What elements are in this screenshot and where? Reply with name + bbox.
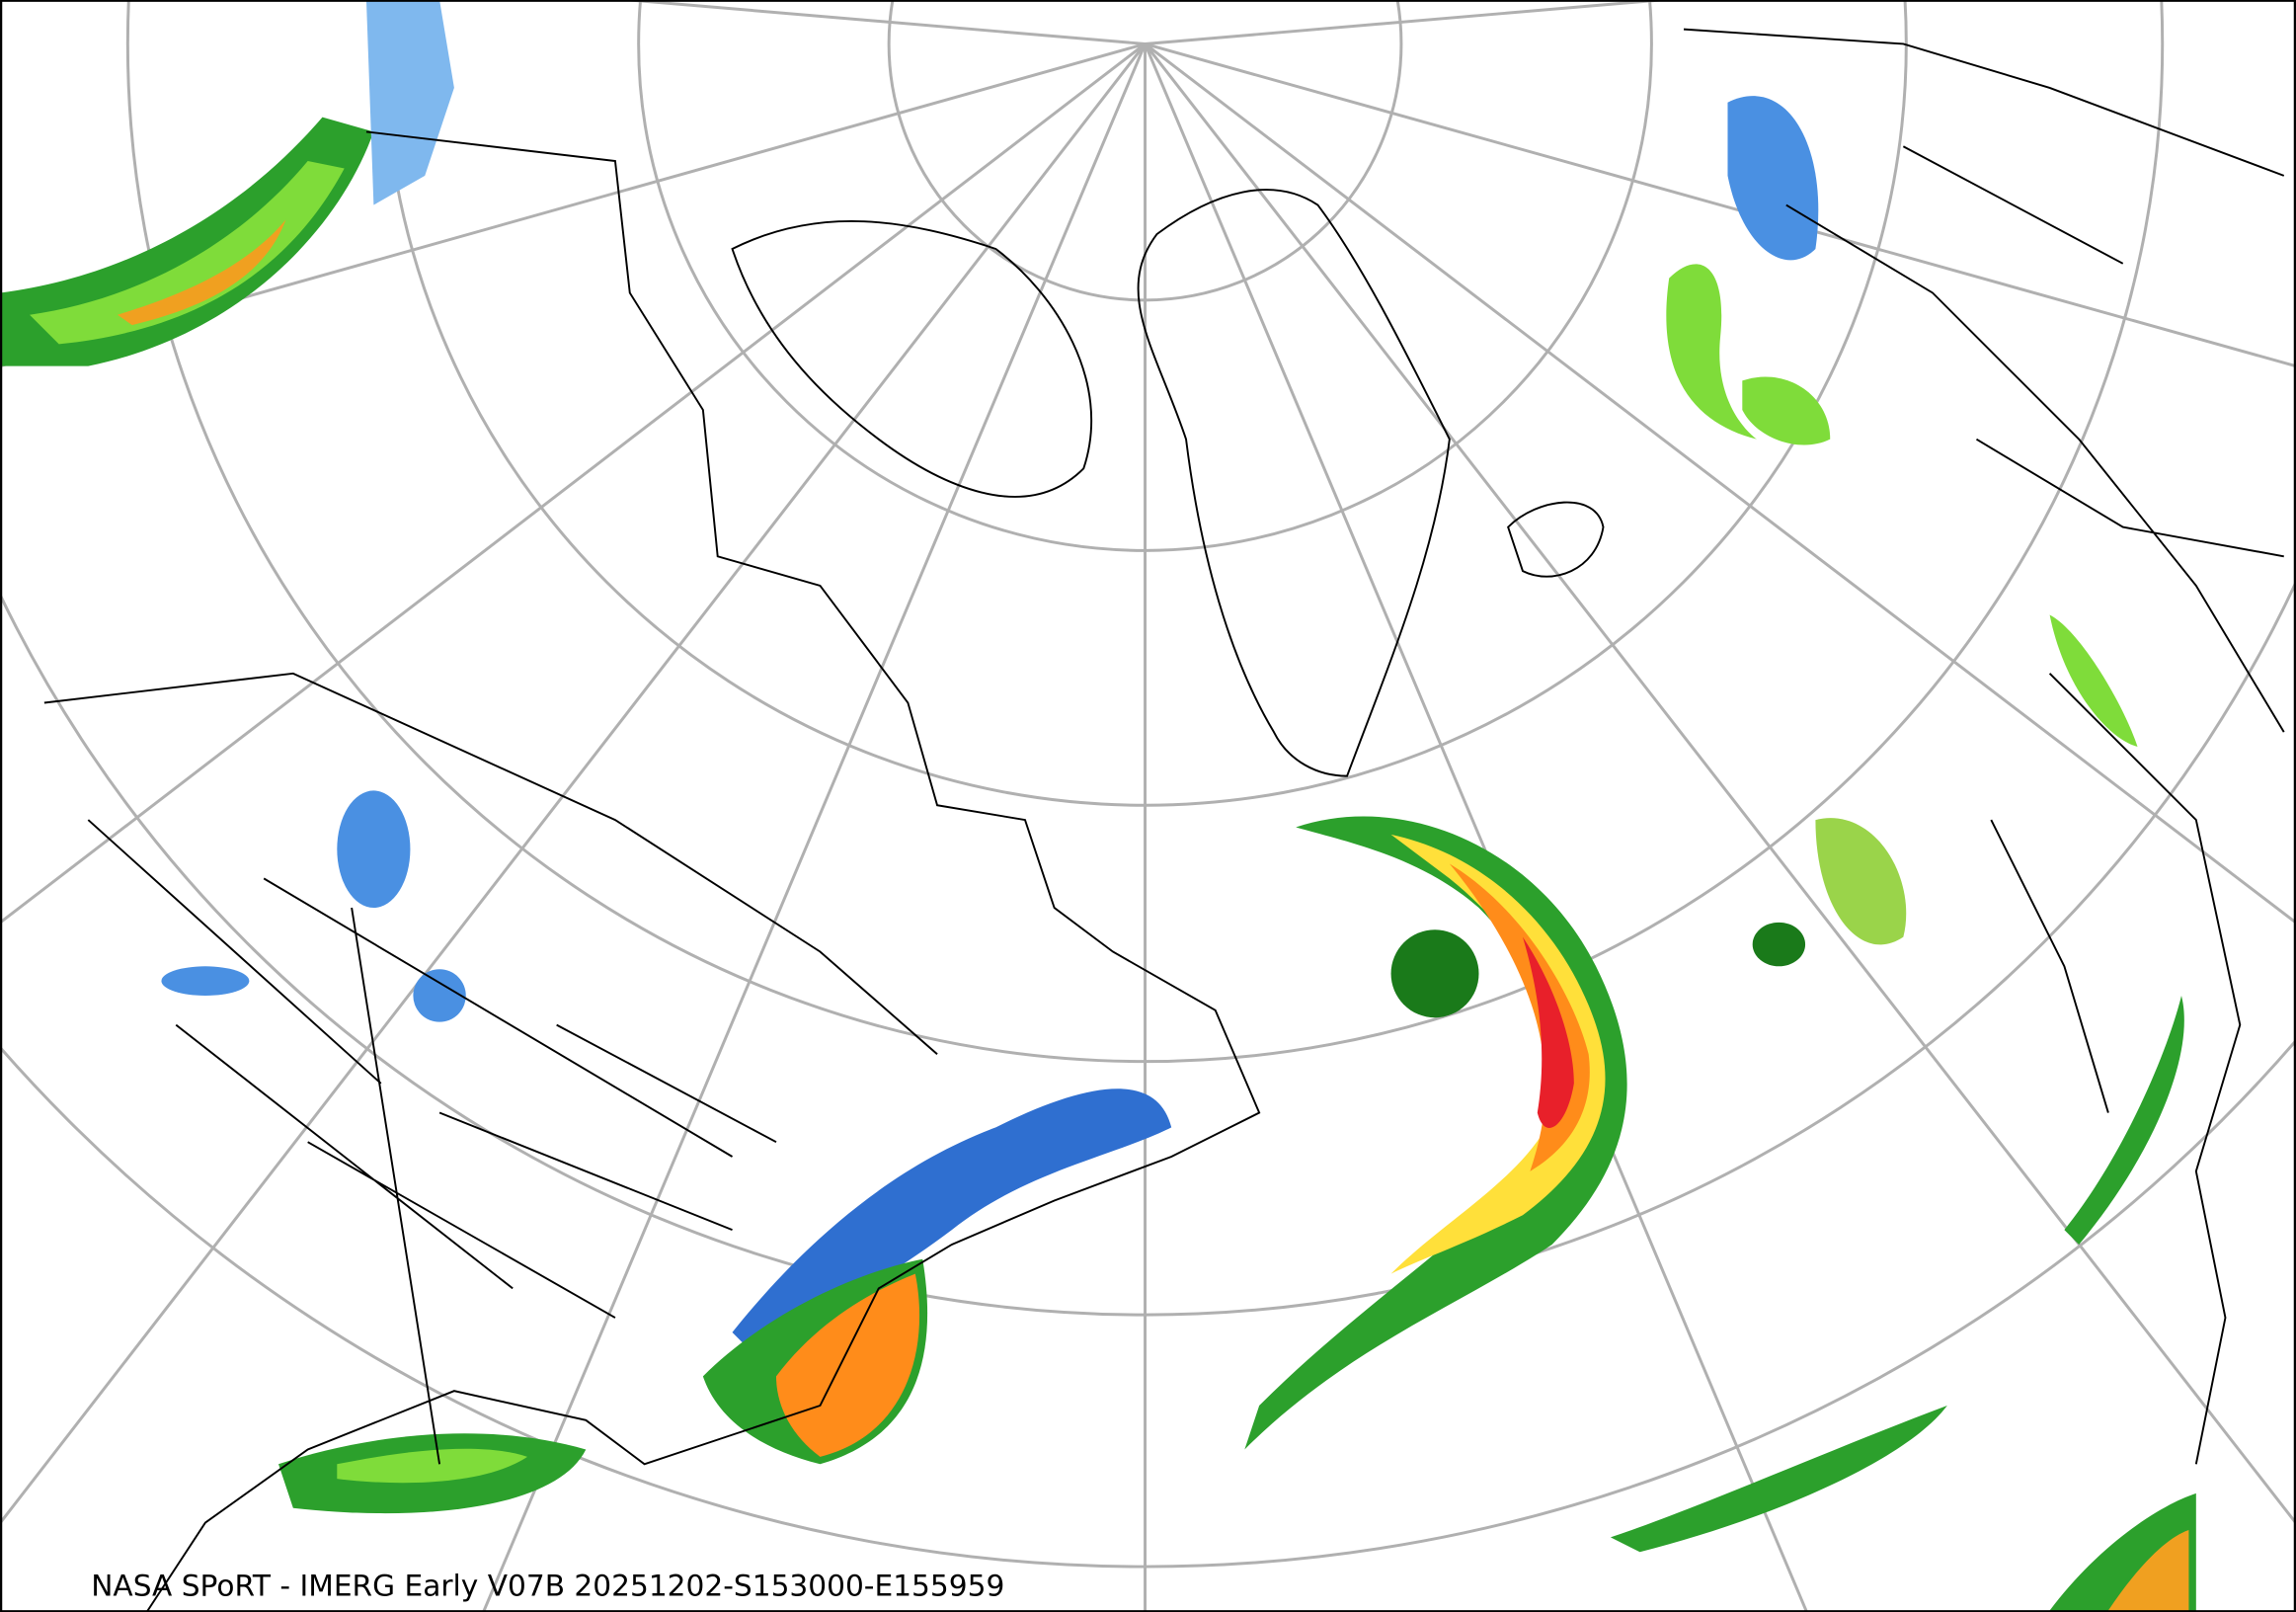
precip-area — [1522, 936, 1574, 1128]
meridian — [1144, 42, 2296, 925]
precip-area — [337, 1448, 528, 1484]
footer-text: NASA SPoRT - IMERG Early V07B 20251202-S… — [91, 1569, 1004, 1603]
precip-area — [732, 1088, 1172, 1347]
meridian — [1145, 42, 2296, 367]
precipitation — [0, 0, 2196, 1612]
meridian — [1144, 42, 2296, 1524]
meridian — [482, 42, 1147, 1612]
europe-borders — [1683, 28, 2285, 1465]
precip-area — [1390, 834, 1606, 1274]
coastlines — [43, 28, 2285, 1612]
precip-area — [775, 1273, 920, 1457]
precip-area — [1815, 818, 1907, 945]
state-borders — [43, 672, 938, 1465]
precip-area — [365, 0, 454, 205]
precip-area — [1390, 929, 1479, 1018]
precip-area — [1742, 376, 1831, 445]
meridian — [0, 42, 1147, 1524]
precip-area — [1666, 264, 1758, 440]
north-america-coast — [145, 130, 1261, 1612]
precip-area — [1610, 1405, 1947, 1553]
precip-area — [1727, 96, 1819, 261]
meridian — [1144, 42, 1808, 1612]
precip-area — [117, 219, 286, 326]
precip-area — [30, 161, 345, 345]
iceland — [1507, 501, 1605, 578]
arctic-islands — [731, 220, 1093, 498]
precip-area — [161, 966, 250, 996]
greenland — [1137, 189, 1451, 777]
precip-area — [2049, 614, 2138, 747]
precip-area — [2107, 1529, 2189, 1612]
precip-area — [413, 969, 466, 1022]
meridian — [629, 0, 1146, 45]
precip-area — [1752, 922, 1806, 967]
precip-area — [2064, 995, 2184, 1245]
meridian — [1145, 0, 1661, 45]
meridian — [0, 42, 1147, 925]
precip-area — [337, 790, 411, 909]
